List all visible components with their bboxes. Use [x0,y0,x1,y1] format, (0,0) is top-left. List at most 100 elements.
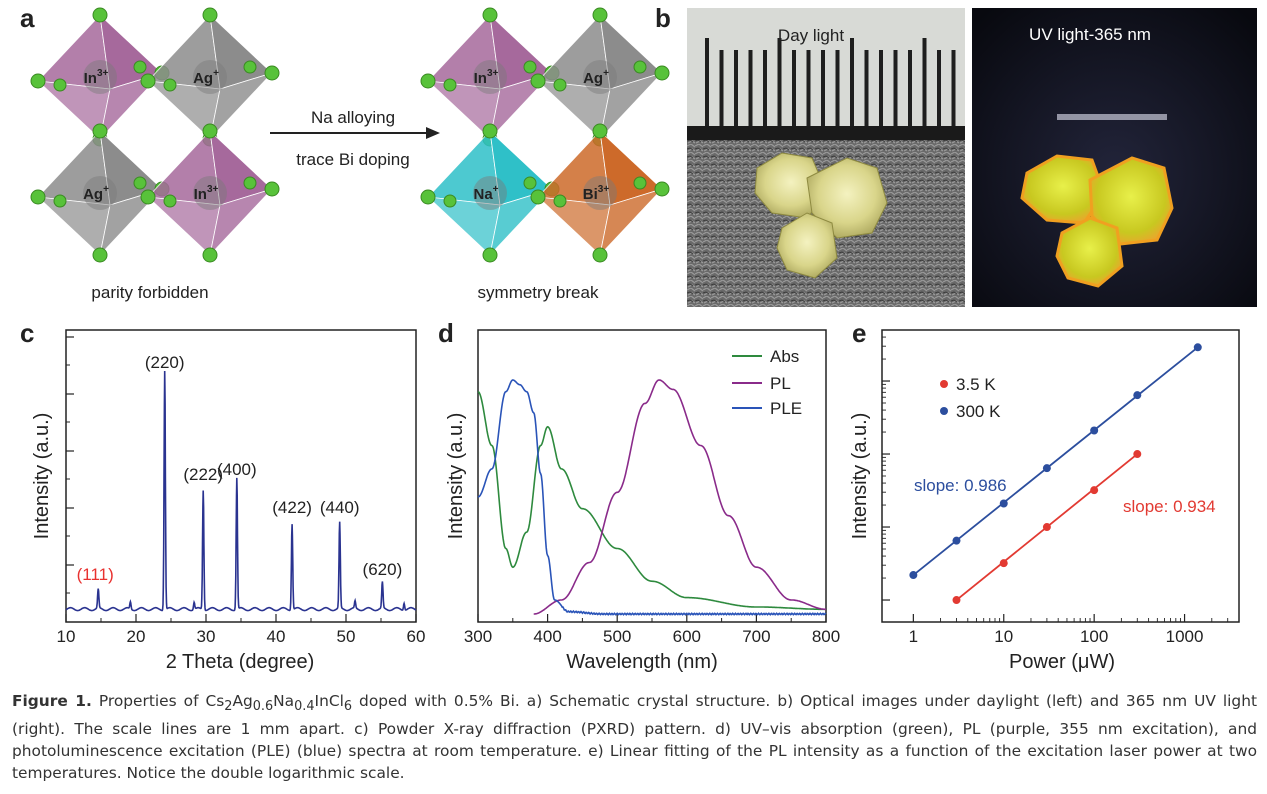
ruler-tick [951,50,956,126]
caption-sub-1: 2 [224,699,233,715]
uv-crystal-3 [1055,216,1124,288]
spectra-xtick-label: 300 [464,627,492,646]
cl-atom [53,78,67,92]
octahedron-left-1: Ag+ [140,7,280,147]
cl-atom [420,73,436,89]
spectra-xlabel: Wavelength (nm) [566,651,718,673]
caption-text-3: Na [273,692,295,710]
ruler-tick [879,50,883,126]
cl-atom [92,123,108,139]
cl-atom [633,60,647,74]
data-point [1042,464,1051,473]
xrd-xtick-label: 40 [267,627,286,646]
cl-atom [243,176,257,190]
abs-series-line [477,390,826,611]
caption-text-1: Properties of Cs [91,692,225,710]
octahedron-left-0: In3+ [30,7,170,147]
figure-caption: Figure 1. Properties of Cs2Ag0.6Na0.4InC… [12,690,1257,784]
ruler-tick [864,50,869,126]
xrd-peak-label: (222) [183,465,223,484]
cl-atom [553,78,567,92]
ruler-tick [777,38,782,126]
ion-label: In3+ [84,68,109,87]
xrd-peak-label: (220) [145,353,185,372]
data-point [1042,523,1051,532]
cl-atom [163,194,177,208]
data-point [1090,426,1099,435]
ruler-tick [908,50,912,126]
legend-dot-3.5k [940,380,948,388]
cl-atom [30,73,46,89]
xrd-chart: 10 20 30 40 50 60 (111) (220) (222)(400) (422) (4… [31,329,426,673]
xrd-xtick-label: 60 [407,627,426,646]
daylight-label: Day light [778,26,844,45]
cl-atom [530,189,546,205]
ruler-tick [922,38,927,126]
xrd-pattern-line [65,370,417,612]
cl-atom [523,176,537,190]
ion-label: In3+ [474,68,499,87]
data-point [952,596,961,605]
xrd-xtick-label: 20 [127,627,146,646]
cl-atom [553,194,567,208]
data-point [952,536,961,545]
ruler-tick [705,38,709,126]
cl-atom [202,123,218,139]
spectra-xtick-label: 700 [742,627,770,646]
xrd-xlabel: 2 Theta (degree) [166,651,315,673]
cl-atom [92,247,108,263]
ruler-tick [719,50,724,126]
cl-atom [530,73,546,89]
panel-letter-a: a [20,3,35,33]
cl-atom [264,181,280,197]
ruler-tick [937,50,941,126]
ion-label: Ag+ [193,68,219,87]
data-point [999,499,1008,508]
panel-letter-c: c [20,318,35,348]
xrd-xtick-label: 50 [337,627,356,646]
caption-text-2: Ag [232,692,253,710]
spectra-xtick-label: 800 [812,627,840,646]
power-xtick-label: 10 [994,627,1013,646]
cl-atom [592,247,608,263]
spectra-chart: 300 400 500 600 700 800 Abs PL PLE Wavelength… [445,329,840,673]
arrow-label-bottom: trace Bi doping [296,150,409,169]
power-dependence-chart: 1 10 100 1000 3.5 K 300 K slope: 0.986 slop… [849,329,1240,673]
cl-atom [243,60,257,74]
cl-atom [443,194,457,208]
ruler-tick [893,50,898,126]
cl-atom [592,123,608,139]
arrow-head [426,127,440,139]
cl-atom [633,176,647,190]
octahedron-right-1: Ag+ [530,7,670,147]
cl-atom [654,181,670,197]
spectra-xtick-label: 600 [673,627,701,646]
cl-atom [140,189,156,205]
xrd-ylabel: Intensity (a.u.) [31,413,53,540]
uv-label: UV light-365 nm [1029,25,1151,44]
data-point [999,559,1008,568]
cl-atom [53,194,67,208]
data-point [1133,391,1142,400]
ruler-tick [792,50,796,126]
xrd-xtick-label: 10 [57,627,76,646]
cl-atom [202,247,218,263]
panel-letter-d: d [438,318,454,348]
caption-parity-forbidden: parity forbidden [91,283,208,302]
cl-atom [482,123,498,139]
octahedron-left-2: Ag+ [30,123,170,263]
ion-label: In3+ [194,184,219,203]
power-xtick-label: 1 [909,627,918,646]
cl-atom [420,189,436,205]
figure-number: Figure 1. [12,692,92,710]
cl-atom [202,7,218,23]
cl-atom [92,7,108,23]
cl-atom [482,7,498,23]
legend-300k: 300 K [956,402,1001,421]
legend-ple: PLE [770,399,802,418]
cl-atom [482,247,498,263]
cl-atom [654,65,670,81]
legend-dot-300k [940,407,948,415]
power-xtick-label: 100 [1080,627,1108,646]
ion-label: Ag+ [83,184,109,203]
